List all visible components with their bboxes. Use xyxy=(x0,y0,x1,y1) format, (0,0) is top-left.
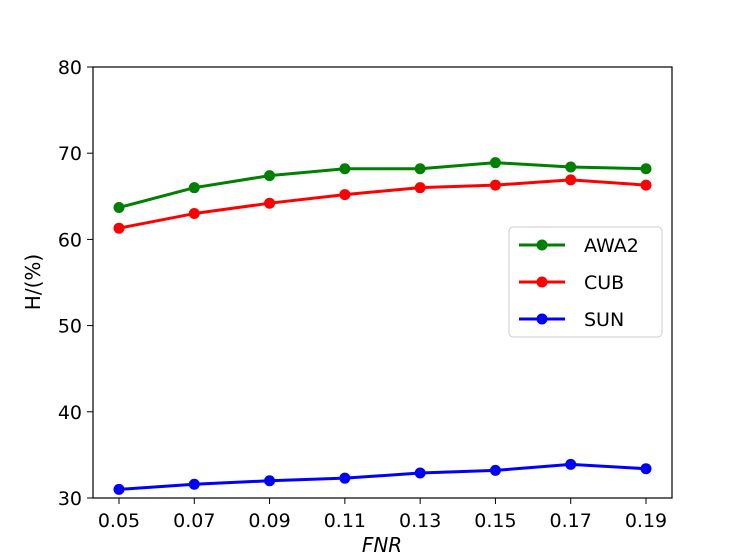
data-point xyxy=(188,182,200,194)
x-tick-label: 0.11 xyxy=(324,510,366,532)
y-tick-label: 60 xyxy=(58,229,82,251)
y-axis: 30 40 50 60 70 80 xyxy=(58,57,93,510)
data-point xyxy=(414,467,426,479)
legend-label: SUN xyxy=(584,309,624,331)
data-point xyxy=(565,458,577,470)
x-axis-label: FNR xyxy=(362,533,402,557)
legend-label: AWA2 xyxy=(584,235,639,257)
x-tick-label: 0.15 xyxy=(474,510,516,532)
data-point xyxy=(640,163,652,175)
y-tick-label: 70 xyxy=(58,143,82,165)
x-tick-label: 0.19 xyxy=(625,510,667,532)
series-line xyxy=(118,161,647,209)
data-point xyxy=(339,472,351,484)
legend-swatch-marker xyxy=(536,276,548,288)
data-point xyxy=(565,161,577,173)
data-point xyxy=(188,478,200,490)
series-line xyxy=(118,462,647,491)
x-tick-label: 0.17 xyxy=(550,510,592,532)
data-point xyxy=(339,163,351,175)
x-tick-label: 0.07 xyxy=(173,510,215,532)
legend-swatch-marker xyxy=(536,239,548,251)
data-point xyxy=(264,475,276,487)
x-axis: 0.05 0.07 0.09 0.11 0.13 0.15 0.17 0.19 xyxy=(98,498,667,532)
y-tick-label: 50 xyxy=(58,316,82,338)
data-point xyxy=(489,464,501,476)
data-point xyxy=(188,208,200,220)
data-point xyxy=(640,179,652,191)
x-tick-label: 0.09 xyxy=(248,510,290,532)
data-point xyxy=(489,179,501,191)
data-point xyxy=(264,170,276,182)
series-layer xyxy=(113,157,652,495)
legend-label: CUB xyxy=(584,272,624,294)
data-point xyxy=(113,483,125,495)
data-point xyxy=(414,163,426,175)
series-line xyxy=(118,178,647,230)
series-cub xyxy=(113,174,652,234)
series-awa2 xyxy=(113,157,652,214)
y-tick-label: 40 xyxy=(58,402,82,424)
data-point xyxy=(113,222,125,234)
legend-item-awa2: AWA2 xyxy=(519,235,639,257)
legend-swatch-marker xyxy=(536,313,548,325)
series-sun xyxy=(113,458,652,495)
legend-item-cub: CUB xyxy=(519,272,624,294)
legend-box xyxy=(508,226,663,338)
data-point xyxy=(640,463,652,475)
data-point xyxy=(414,182,426,194)
y-axis-label: H/(%) xyxy=(21,254,45,310)
x-tick-label: 0.13 xyxy=(399,510,441,532)
y-tick-label: 80 xyxy=(58,57,82,79)
data-point xyxy=(489,157,501,169)
data-point xyxy=(339,189,351,201)
legend-item-sun: SUN xyxy=(519,309,624,331)
data-point xyxy=(113,202,125,214)
legend: AWA2 CUB SUN xyxy=(508,226,663,338)
data-point xyxy=(264,197,276,209)
x-tick-label: 0.05 xyxy=(98,510,140,532)
y-tick-label: 30 xyxy=(58,488,82,510)
data-point xyxy=(565,174,577,186)
